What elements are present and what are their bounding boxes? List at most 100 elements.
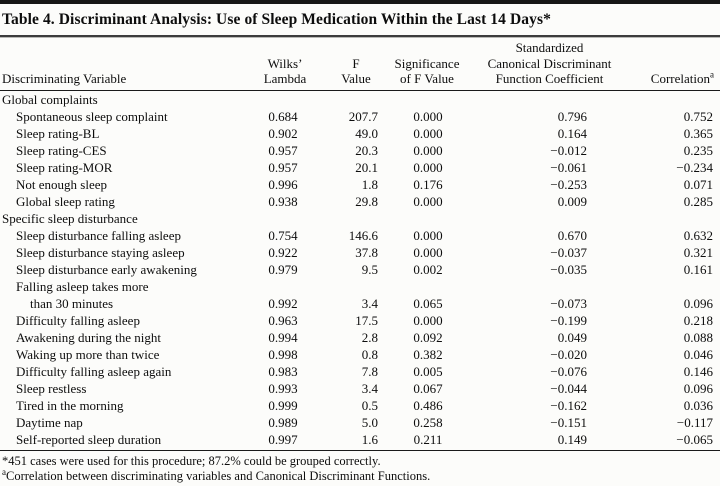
table-row: Awakening during the night 0.994 2.8 0.092 0… bbox=[0, 329, 720, 346]
cell-wilks: 0.989 bbox=[268, 414, 298, 430]
table-row: Sleep rating-BL 0.902 49.0 0.000 0.164 0.365 bbox=[0, 125, 720, 142]
cell-f: 17.5 bbox=[355, 312, 378, 328]
cell-coef: −0.037 bbox=[550, 244, 587, 260]
header-discriminating-variable: Discriminating Variable bbox=[2, 71, 127, 86]
table-row: Sleep disturbance falling asleep 0.754 146… bbox=[0, 227, 720, 244]
cell-coef: 0.670 bbox=[557, 227, 587, 243]
cell-wilks: 0.993 bbox=[268, 380, 298, 396]
cell-f: 7.8 bbox=[361, 363, 378, 379]
cell-coef: 0.796 bbox=[557, 108, 587, 124]
cell-wilks: 0.996 bbox=[268, 176, 298, 192]
header-correlation: Correlationa bbox=[632, 38, 720, 90]
table-row: Difficulty falling asleep again 0.983 7.8 0… bbox=[0, 363, 720, 380]
table-row: Global sleep rating 0.938 29.8 0.000 0.009 0.… bbox=[0, 193, 720, 210]
cell-variable: Global sleep rating bbox=[16, 193, 115, 209]
cell-sig: 0.092 bbox=[413, 329, 443, 345]
cell-sig: 0.211 bbox=[413, 431, 443, 447]
cell-wilks: 0.992 bbox=[268, 295, 298, 311]
table-row: Difficulty falling asleep 0.963 17.5 0.000 −… bbox=[0, 312, 720, 329]
table-row: Daytime nap 0.989 5.0 0.258 −0.151 −0.117 bbox=[0, 414, 720, 431]
footnote-marker: a bbox=[2, 466, 6, 477]
cell-coef: 0.164 bbox=[557, 125, 587, 141]
cell-coef: 0.049 bbox=[557, 329, 587, 345]
cell-sig: 0.176 bbox=[413, 176, 443, 192]
footnote-marker: * bbox=[2, 453, 9, 468]
footnote-line: *451 cases were used for this procedure;… bbox=[2, 453, 381, 468]
cell-wilks: 0.979 bbox=[268, 261, 298, 277]
cell-f: 3.4 bbox=[361, 295, 378, 311]
cell-corr: 0.046 bbox=[683, 346, 713, 362]
discriminant-analysis-table: Discriminating Variable Wilks’ Lambda F Va… bbox=[0, 38, 720, 448]
cell-corr: −0.065 bbox=[676, 431, 713, 447]
cell-wilks: 0.999 bbox=[268, 397, 298, 413]
cell-wilks: 0.957 bbox=[268, 142, 298, 158]
cell-f: 37.8 bbox=[355, 244, 378, 260]
cell-corr: −0.117 bbox=[676, 414, 713, 430]
cell-f: 146.6 bbox=[348, 227, 378, 243]
table-row: Sleep rating-MOR 0.957 20.1 0.000 −0.061 −0.2… bbox=[0, 159, 720, 176]
table-row: Sleep restless 0.993 3.4 0.067 −0.044 0.096 bbox=[0, 380, 720, 397]
cell-sig: 0.000 bbox=[413, 244, 443, 260]
cell-coef: −0.035 bbox=[550, 261, 587, 277]
cell-coef: −0.076 bbox=[550, 363, 587, 379]
header-standardized-canonical-discriminant-function-coefficient: Standardized Canonical Discriminant Functi… bbox=[487, 40, 612, 86]
header-significance-of-f-value: Significance of F Value bbox=[394, 55, 460, 87]
section-row: Global complaints bbox=[0, 90, 720, 108]
cell-variable: Difficulty falling asleep again bbox=[16, 363, 172, 379]
table-row: Waking up more than twice 0.998 0.8 0.382 −0… bbox=[0, 346, 720, 363]
cell-sig: 0.382 bbox=[413, 346, 443, 362]
cell-variable: Not enough sleep bbox=[16, 176, 107, 192]
table-row: Tired in the morning 0.999 0.5 0.486 −0.162 0… bbox=[0, 397, 720, 414]
cell-corr: 0.146 bbox=[683, 363, 713, 379]
cell-corr: 0.235 bbox=[683, 142, 713, 158]
cell-corr: 0.088 bbox=[683, 329, 713, 345]
cell-f: 5.0 bbox=[361, 414, 378, 430]
cell-coef: −0.012 bbox=[550, 142, 587, 158]
cell-wilks: 0.994 bbox=[268, 329, 298, 345]
cell-sig: 0.000 bbox=[413, 227, 443, 243]
cell-variable: Awakening during the night bbox=[16, 329, 162, 345]
table-body: Global complaints Spontaneous sleep compl… bbox=[0, 90, 720, 448]
section-label: Specific sleep disturbance bbox=[2, 210, 138, 226]
cell-sig: 0.000 bbox=[413, 193, 443, 209]
table-row: Sleep disturbance early awakening 0.979 9.… bbox=[0, 261, 720, 278]
cell-variable: Sleep rating-MOR bbox=[16, 159, 113, 175]
cell-f: 3.4 bbox=[361, 380, 378, 396]
cell-sig: 0.065 bbox=[413, 295, 443, 311]
cell-corr: 0.036 bbox=[683, 397, 713, 413]
cell-wilks: 0.963 bbox=[268, 312, 298, 328]
cell-f: 20.3 bbox=[355, 142, 378, 158]
cell-corr: −0.234 bbox=[676, 159, 713, 175]
cell-corr: 0.365 bbox=[683, 125, 713, 141]
cell-variable: Sleep rating-CES bbox=[16, 142, 107, 158]
cell-coef: −0.020 bbox=[550, 346, 587, 362]
cell-coef: 0.149 bbox=[557, 431, 587, 447]
cell-corr: 0.285 bbox=[683, 193, 713, 209]
cell-sig: 0.258 bbox=[413, 414, 443, 430]
cell-f: 0.5 bbox=[361, 397, 378, 413]
cell-wilks: 0.983 bbox=[268, 363, 298, 379]
cell-variable: Sleep disturbance early awakening bbox=[16, 261, 197, 277]
table-row: Spontaneous sleep complaint 0.684 207.7 0.0… bbox=[0, 108, 720, 125]
cell-corr: 0.752 bbox=[683, 108, 713, 124]
top-rule bbox=[0, 0, 720, 4]
cell-variable: Spontaneous sleep complaint bbox=[16, 108, 168, 124]
cell-wilks: 0.998 bbox=[268, 346, 298, 362]
table-title: Table 4. Discriminant Analysis: Use of S… bbox=[2, 11, 551, 28]
cell-sig: 0.002 bbox=[413, 261, 443, 277]
cell-corr: 0.321 bbox=[683, 244, 713, 260]
cell-f: 2.8 bbox=[361, 329, 378, 345]
cell-f: 49.0 bbox=[355, 125, 378, 141]
cell-variable: Sleep restless bbox=[16, 380, 87, 396]
cell-corr: 0.096 bbox=[683, 295, 713, 311]
cell-f: 29.8 bbox=[355, 193, 378, 209]
cell-variable: Falling asleep takes more than 30 minutes bbox=[16, 278, 149, 311]
cell-variable: Sleep disturbance falling asleep bbox=[16, 227, 181, 243]
cell-corr: 0.218 bbox=[683, 312, 713, 328]
cell-coef: −0.253 bbox=[550, 176, 587, 192]
cell-sig: 0.067 bbox=[413, 380, 443, 396]
cell-sig: 0.000 bbox=[413, 312, 443, 328]
cell-sig: 0.000 bbox=[413, 108, 443, 124]
cell-variable: Waking up more than twice bbox=[16, 346, 160, 362]
cell-variable: Daytime nap bbox=[16, 414, 83, 430]
